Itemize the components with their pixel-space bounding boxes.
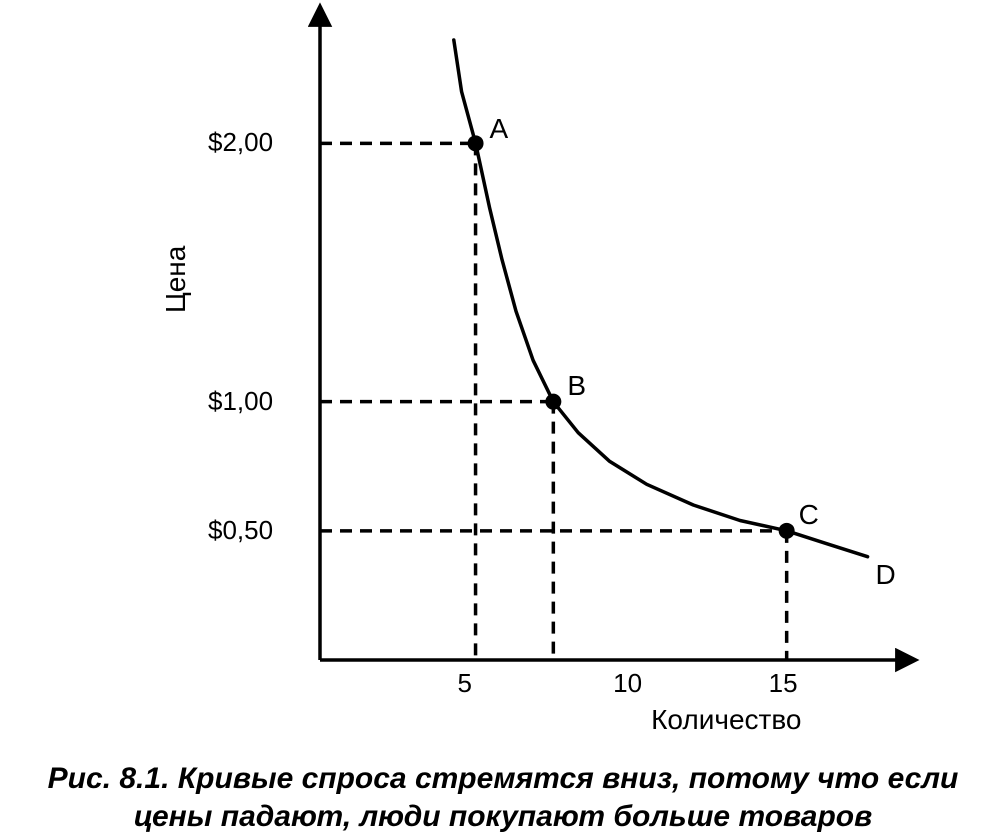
point-label-c: C [799,499,819,531]
caption-line-2: цены падают, люди покупают больше товаро… [134,800,872,833]
x-tick-label: 5 [458,668,472,699]
x-tick-label: 10 [613,668,642,699]
caption-line-1: Рис. 8.1. Кривые спроса стремятся вниз, … [48,762,959,795]
x-tick-label: 15 [769,668,798,699]
point-label-a: A [490,113,509,145]
point-label-b: B [567,370,586,402]
y-tick-label: $0,50 [208,515,273,546]
y-axis-label: Цена [160,245,192,312]
curve-label-d: D [876,559,896,591]
figure-container: { "chart": { "type": "line", "background… [0,0,1006,834]
figure-caption: Рис. 8.1. Кривые спроса стремятся вниз, … [0,760,1006,835]
y-tick-label: $1,00 [208,386,273,417]
y-tick-label: $2,00 [208,127,273,158]
x-axis-label: Количество [651,704,801,736]
